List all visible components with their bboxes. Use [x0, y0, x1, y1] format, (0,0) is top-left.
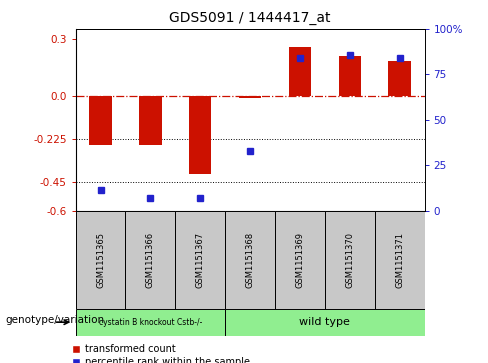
- Bar: [339, 56, 361, 96]
- Text: GSM1151365: GSM1151365: [96, 232, 105, 287]
- Bar: [76, 309, 225, 336]
- Text: cystatin B knockout Cstb-/-: cystatin B knockout Cstb-/-: [99, 318, 202, 327]
- Bar: [375, 211, 425, 309]
- Bar: [225, 309, 425, 336]
- Text: GSM1151369: GSM1151369: [295, 232, 305, 287]
- Bar: [325, 211, 375, 309]
- Bar: [125, 211, 175, 309]
- Text: GSM1151367: GSM1151367: [196, 232, 205, 287]
- Text: GSM1151370: GSM1151370: [346, 232, 354, 287]
- Bar: [189, 96, 211, 174]
- Bar: [239, 96, 261, 98]
- Bar: [175, 211, 225, 309]
- Bar: [139, 96, 162, 144]
- Text: GSM1151366: GSM1151366: [146, 232, 155, 287]
- Text: wild type: wild type: [300, 317, 350, 327]
- Legend: transformed count, percentile rank within the sample: transformed count, percentile rank withi…: [71, 344, 250, 363]
- Bar: [225, 211, 275, 309]
- Text: GSM1151371: GSM1151371: [395, 232, 404, 287]
- Bar: [289, 47, 311, 96]
- Bar: [89, 96, 112, 144]
- Bar: [388, 61, 411, 96]
- Bar: [76, 211, 125, 309]
- Title: GDS5091 / 1444417_at: GDS5091 / 1444417_at: [169, 11, 331, 25]
- Bar: [275, 211, 325, 309]
- Text: genotype/variation: genotype/variation: [5, 315, 104, 325]
- Text: GSM1151368: GSM1151368: [245, 232, 255, 287]
